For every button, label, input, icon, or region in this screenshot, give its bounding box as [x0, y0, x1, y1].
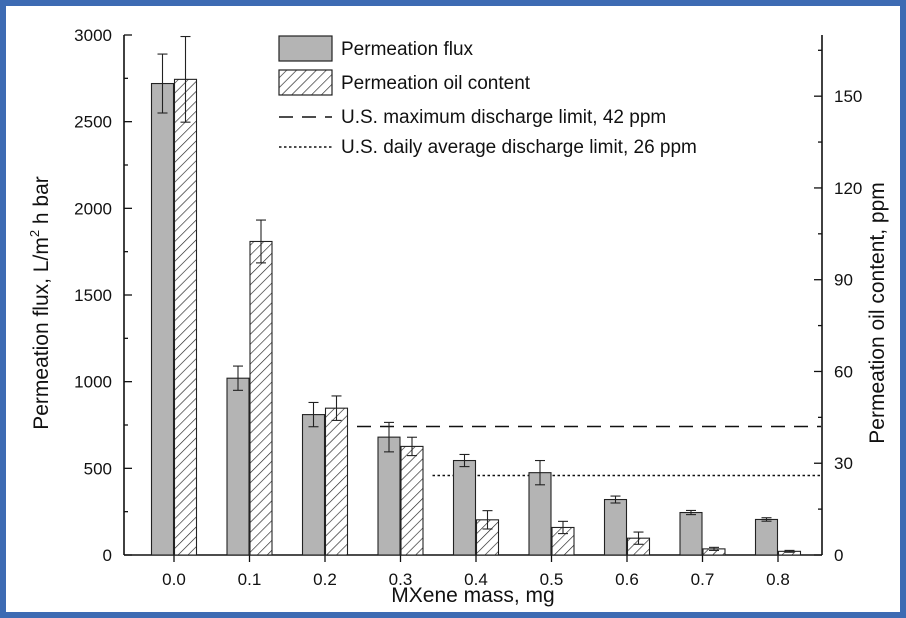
x-tick-label: 0.8	[766, 570, 790, 589]
flux-bar	[679, 511, 703, 556]
y-tick-label-left: 1000	[74, 373, 112, 392]
x-tick-label: 0.2	[313, 570, 337, 589]
oil-content-bar	[173, 78, 198, 556]
x-tick-label: 0.5	[540, 570, 564, 589]
legend-swatch-oil-content	[278, 69, 333, 96]
oil-content-bar	[324, 407, 349, 556]
y-axis-title-left: Permeation flux, L/m2 h bar	[27, 176, 53, 430]
flux-bar	[377, 436, 401, 556]
y-tick-label-right: 120	[834, 179, 862, 198]
y-tick-label-right: 30	[834, 454, 853, 473]
x-tick-label: 0.3	[389, 570, 413, 589]
y-axis-title-right: Permeation oil content, ppm	[866, 182, 889, 443]
y-tick-label-left: 2500	[74, 113, 112, 132]
flux-bar	[301, 414, 326, 556]
x-tick-label: 0.7	[691, 570, 715, 589]
y-tick-label-left: 1500	[74, 286, 112, 305]
flux-bar	[226, 377, 250, 556]
flux-bar	[452, 459, 477, 556]
x-tick-label: 0.1	[238, 570, 262, 589]
legend-label-flux: Permeation flux	[341, 39, 474, 60]
legend-label-daily-limit: U.S. daily average discharge limit, 26 p…	[341, 137, 697, 158]
oil-content-bar	[249, 240, 273, 556]
y-tick-label-right: 90	[834, 271, 853, 290]
x-tick-label: 0.6	[615, 570, 639, 589]
y-tick-label-right: 60	[834, 362, 853, 381]
y-tick-label-left: 500	[84, 459, 112, 478]
flux-bar	[603, 498, 628, 556]
y-tick-label-left: 3000	[74, 26, 112, 45]
x-axis-title: MXene mass, mg	[391, 584, 554, 607]
legend-label-oil-content: Permeation oil content	[341, 73, 531, 94]
flux-bar	[754, 518, 779, 556]
legend: Permeation flux Permeation oil content U.S…	[278, 35, 697, 158]
legend-swatch-flux	[278, 35, 333, 62]
y-tick-label-right: 0	[834, 546, 843, 565]
y-tick-label-left: 2000	[74, 199, 112, 218]
y-tick-label-right: 150	[834, 87, 862, 106]
legend-label-max-limit: U.S. maximum discharge limit, 42 ppm	[341, 107, 666, 128]
x-tick-label: 0.4	[464, 570, 488, 589]
x-tick-label: 0.0	[162, 570, 186, 589]
y-tick-label-left: 0	[103, 546, 112, 565]
oil-content-bar	[400, 445, 424, 556]
flux-bar	[150, 82, 175, 556]
